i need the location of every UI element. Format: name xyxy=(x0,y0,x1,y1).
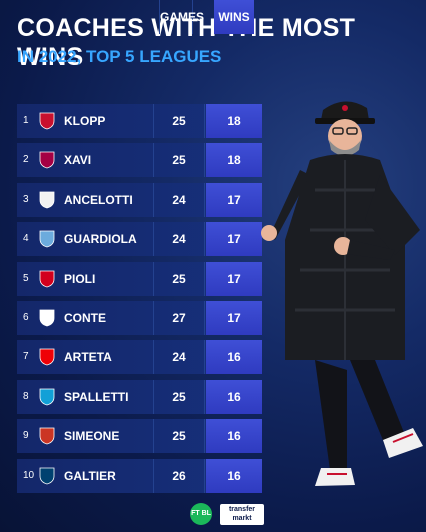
coach-name: GALTIER xyxy=(64,469,116,483)
club-crest-icon xyxy=(39,348,55,366)
club-crest-icon xyxy=(39,112,55,130)
coach-name: KLOPP xyxy=(64,114,106,128)
games-value: 24 xyxy=(153,222,205,256)
rank-number: 9 xyxy=(23,430,29,441)
rank-number: 1 xyxy=(23,115,29,126)
coach-name: CONTE xyxy=(64,311,106,325)
rank-number: 4 xyxy=(23,233,29,244)
games-value: 26 xyxy=(153,459,205,493)
transfermarkt-logo-bottom: markt xyxy=(232,515,252,522)
wins-value: 17 xyxy=(206,222,262,256)
rank-number: 7 xyxy=(23,351,29,362)
wins-value: 16 xyxy=(206,340,262,374)
coach-name: PIOLI xyxy=(64,272,96,286)
games-value: 25 xyxy=(153,380,205,414)
table-row: 7 ARTETA 24 16 xyxy=(17,340,262,374)
club-crest-icon xyxy=(39,427,55,445)
coach-name: ARTETA xyxy=(64,350,112,364)
wins-value: 18 xyxy=(206,143,262,177)
games-value: 25 xyxy=(153,419,205,453)
club-crest-icon xyxy=(39,230,55,248)
wins-value: 17 xyxy=(206,183,262,217)
rank-number: 10 xyxy=(23,470,35,481)
games-value: 24 xyxy=(153,340,205,374)
wins-value: 16 xyxy=(206,459,262,493)
club-crest-icon xyxy=(39,467,55,485)
coach-name: GUARDIOLA xyxy=(64,232,137,246)
transfermarkt-logo-top: transfer xyxy=(228,506,256,513)
coach-name: SPALLETTI xyxy=(64,390,129,404)
games-value: 25 xyxy=(153,143,205,177)
rank-number: 2 xyxy=(23,154,29,165)
table-row: 2 XAVI 25 18 xyxy=(17,143,262,177)
games-value: 24 xyxy=(153,183,205,217)
coach-photo xyxy=(261,101,423,486)
column-header-games: GAMES xyxy=(159,0,204,34)
club-crest-icon xyxy=(39,270,55,288)
club-crest-icon xyxy=(39,388,55,406)
rank-number: 5 xyxy=(23,273,29,284)
wins-value: 16 xyxy=(206,419,262,453)
club-crest-icon xyxy=(39,191,55,209)
coach-name: ANCELOTTI xyxy=(64,193,133,207)
table-row: 8 SPALLETTI 25 16 xyxy=(17,380,262,414)
coach-name: SIMEONE xyxy=(64,429,120,443)
column-header-wins: WINS xyxy=(214,0,254,34)
table-row: 10 GALTIER 26 16 xyxy=(17,459,262,493)
table-row: 1 KLOPP 25 18 xyxy=(17,104,262,138)
footballbible-logo: FT BL xyxy=(190,503,212,525)
table-row: 6 CONTE 27 17 xyxy=(17,301,262,335)
wins-value: 17 xyxy=(206,262,262,296)
games-value: 27 xyxy=(153,301,205,335)
transfermarkt-logo: transfer markt xyxy=(220,504,264,525)
coach-name: XAVI xyxy=(64,153,92,167)
wins-value: 18 xyxy=(206,104,262,138)
rank-number: 8 xyxy=(23,391,29,402)
rank-number: 6 xyxy=(23,312,29,323)
games-value: 25 xyxy=(153,104,205,138)
games-value: 25 xyxy=(153,262,205,296)
club-crest-icon xyxy=(39,151,55,169)
page-title: COACHES WITH THE MOST WINS xyxy=(17,14,356,71)
rank-number: 3 xyxy=(23,194,29,205)
page-subtitle: IN 2022, TOP 5 LEAGUES xyxy=(17,47,222,66)
club-crest-icon xyxy=(39,309,55,327)
wins-value: 17 xyxy=(206,301,262,335)
table-row: 4 GUARDIOLA 24 17 xyxy=(17,222,262,256)
wins-value: 16 xyxy=(206,380,262,414)
table-row: 9 SIMEONE 25 16 xyxy=(17,419,262,453)
table-row: 5 PIOLI 25 17 xyxy=(17,262,262,296)
table-row: 3 ANCELOTTI 24 17 xyxy=(17,183,262,217)
